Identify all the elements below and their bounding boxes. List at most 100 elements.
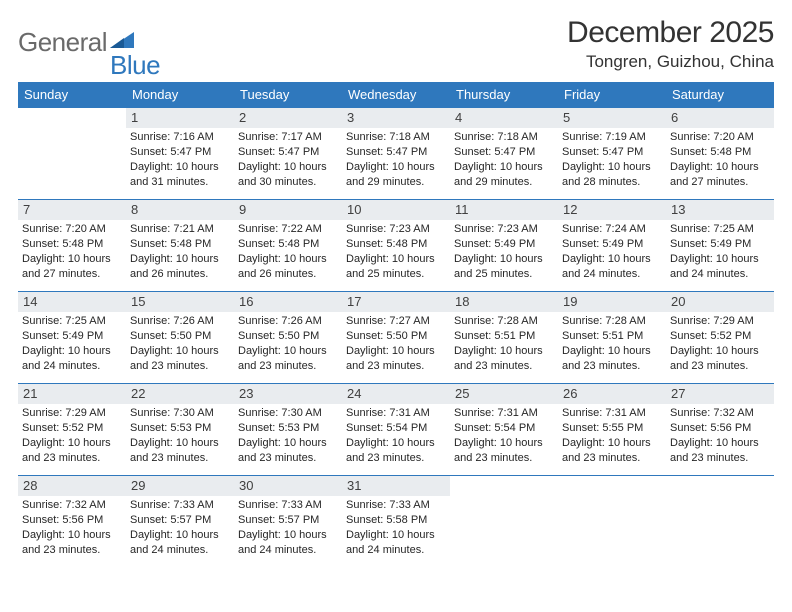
- day-number: 31: [342, 476, 450, 496]
- cell-line: Sunset: 5:56 PM: [670, 421, 770, 436]
- calendar-cell: 17Sunrise: 7:27 AMSunset: 5:50 PMDayligh…: [342, 292, 450, 384]
- cell-line: Sunrise: 7:27 AM: [346, 314, 446, 329]
- calendar-cell: 12Sunrise: 7:24 AMSunset: 5:49 PMDayligh…: [558, 200, 666, 292]
- cell-line: Sunrise: 7:33 AM: [346, 498, 446, 513]
- cell-line: Sunrise: 7:20 AM: [22, 222, 122, 237]
- day-number: 16: [234, 292, 342, 312]
- calendar-cell: 25Sunrise: 7:31 AMSunset: 5:54 PMDayligh…: [450, 384, 558, 476]
- cell-line: Sunset: 5:49 PM: [22, 329, 122, 344]
- cell-line: Sunrise: 7:31 AM: [454, 406, 554, 421]
- calendar-cell: 2Sunrise: 7:17 AMSunset: 5:47 PMDaylight…: [234, 108, 342, 200]
- weekday-row: Sunday Monday Tuesday Wednesday Thursday…: [18, 82, 774, 108]
- cell-body: Sunrise: 7:23 AMSunset: 5:49 PMDaylight:…: [454, 222, 554, 281]
- cell-line: Sunrise: 7:18 AM: [454, 130, 554, 145]
- cell-body: Sunrise: 7:29 AMSunset: 5:52 PMDaylight:…: [22, 406, 122, 465]
- weekday-header: Friday: [558, 82, 666, 108]
- day-number: 15: [126, 292, 234, 312]
- cell-line: Sunrise: 7:22 AM: [238, 222, 338, 237]
- calendar-week-row: 28Sunrise: 7:32 AMSunset: 5:56 PMDayligh…: [18, 476, 774, 568]
- cell-line: Daylight: 10 hours and 23 minutes.: [562, 344, 662, 374]
- calendar-cell: 14Sunrise: 7:25 AMSunset: 5:49 PMDayligh…: [18, 292, 126, 384]
- cell-line: Daylight: 10 hours and 23 minutes.: [346, 344, 446, 374]
- cell-line: Daylight: 10 hours and 23 minutes.: [454, 436, 554, 466]
- cell-line: Sunset: 5:47 PM: [238, 145, 338, 160]
- cell-line: Sunset: 5:48 PM: [346, 237, 446, 252]
- cell-line: Sunrise: 7:28 AM: [562, 314, 662, 329]
- calendar-cell: 6Sunrise: 7:20 AMSunset: 5:48 PMDaylight…: [666, 108, 774, 200]
- cell-line: Sunset: 5:47 PM: [454, 145, 554, 160]
- cell-line: Daylight: 10 hours and 23 minutes.: [22, 436, 122, 466]
- weekday-header: Tuesday: [234, 82, 342, 108]
- cell-line: Daylight: 10 hours and 26 minutes.: [238, 252, 338, 282]
- location-subtitle: Tongren, Guizhou, China: [567, 52, 774, 72]
- cell-line: Sunrise: 7:19 AM: [562, 130, 662, 145]
- cell-body: Sunrise: 7:30 AMSunset: 5:53 PMDaylight:…: [130, 406, 230, 465]
- weekday-header: Thursday: [450, 82, 558, 108]
- cell-line: Sunset: 5:47 PM: [130, 145, 230, 160]
- day-number: 6: [666, 108, 774, 128]
- day-number: 26: [558, 384, 666, 404]
- day-number: 4: [450, 108, 558, 128]
- day-number: 11: [450, 200, 558, 220]
- month-title: December 2025: [567, 16, 774, 50]
- calendar-cell: 26Sunrise: 7:31 AMSunset: 5:55 PMDayligh…: [558, 384, 666, 476]
- cell-line: Daylight: 10 hours and 26 minutes.: [130, 252, 230, 282]
- logo-text-blue: Blue: [110, 50, 160, 81]
- day-number: 29: [126, 476, 234, 496]
- cell-line: Daylight: 10 hours and 23 minutes.: [238, 344, 338, 374]
- calendar-cell: 30Sunrise: 7:33 AMSunset: 5:57 PMDayligh…: [234, 476, 342, 568]
- calendar-week-row: 7Sunrise: 7:20 AMSunset: 5:48 PMDaylight…: [18, 200, 774, 292]
- calendar-cell: 29Sunrise: 7:33 AMSunset: 5:57 PMDayligh…: [126, 476, 234, 568]
- day-number: 13: [666, 200, 774, 220]
- calendar-cell: [18, 108, 126, 200]
- cell-body: Sunrise: 7:32 AMSunset: 5:56 PMDaylight:…: [670, 406, 770, 465]
- cell-line: Sunset: 5:57 PM: [238, 513, 338, 528]
- calendar-cell: 31Sunrise: 7:33 AMSunset: 5:58 PMDayligh…: [342, 476, 450, 568]
- cell-line: Sunset: 5:53 PM: [130, 421, 230, 436]
- day-number: 5: [558, 108, 666, 128]
- cell-body: Sunrise: 7:20 AMSunset: 5:48 PMDaylight:…: [22, 222, 122, 281]
- cell-body: Sunrise: 7:25 AMSunset: 5:49 PMDaylight:…: [670, 222, 770, 281]
- cell-line: Sunrise: 7:29 AM: [670, 314, 770, 329]
- cell-line: Daylight: 10 hours and 29 minutes.: [454, 160, 554, 190]
- day-number: 9: [234, 200, 342, 220]
- day-number: 7: [18, 200, 126, 220]
- day-number: 21: [18, 384, 126, 404]
- cell-line: Sunset: 5:47 PM: [562, 145, 662, 160]
- cell-line: Sunrise: 7:28 AM: [454, 314, 554, 329]
- cell-line: Daylight: 10 hours and 24 minutes.: [346, 528, 446, 558]
- cell-line: Sunrise: 7:23 AM: [346, 222, 446, 237]
- cell-line: Sunrise: 7:21 AM: [130, 222, 230, 237]
- calendar-week-row: 1Sunrise: 7:16 AMSunset: 5:47 PMDaylight…: [18, 108, 774, 200]
- cell-line: Sunset: 5:57 PM: [130, 513, 230, 528]
- cell-line: Daylight: 10 hours and 23 minutes.: [346, 436, 446, 466]
- cell-line: Sunset: 5:51 PM: [454, 329, 554, 344]
- calendar-week-row: 21Sunrise: 7:29 AMSunset: 5:52 PMDayligh…: [18, 384, 774, 476]
- cell-body: Sunrise: 7:31 AMSunset: 5:54 PMDaylight:…: [454, 406, 554, 465]
- cell-line: Sunset: 5:49 PM: [670, 237, 770, 252]
- cell-line: Sunrise: 7:31 AM: [346, 406, 446, 421]
- cell-line: Sunrise: 7:29 AM: [22, 406, 122, 421]
- day-number: 25: [450, 384, 558, 404]
- calendar-cell: 22Sunrise: 7:30 AMSunset: 5:53 PMDayligh…: [126, 384, 234, 476]
- cell-line: Daylight: 10 hours and 23 minutes.: [130, 436, 230, 466]
- day-number: 28: [18, 476, 126, 496]
- cell-line: Daylight: 10 hours and 23 minutes.: [130, 344, 230, 374]
- cell-line: Sunrise: 7:17 AM: [238, 130, 338, 145]
- cell-line: Sunset: 5:55 PM: [562, 421, 662, 436]
- calendar-cell: 3Sunrise: 7:18 AMSunset: 5:47 PMDaylight…: [342, 108, 450, 200]
- calendar-cell: 23Sunrise: 7:30 AMSunset: 5:53 PMDayligh…: [234, 384, 342, 476]
- day-number: 17: [342, 292, 450, 312]
- cell-line: Sunrise: 7:31 AM: [562, 406, 662, 421]
- cell-body: Sunrise: 7:24 AMSunset: 5:49 PMDaylight:…: [562, 222, 662, 281]
- cell-line: Daylight: 10 hours and 23 minutes.: [670, 436, 770, 466]
- day-number: 20: [666, 292, 774, 312]
- cell-line: Sunset: 5:49 PM: [454, 237, 554, 252]
- weekday-header: Sunday: [18, 82, 126, 108]
- cell-line: Sunset: 5:54 PM: [346, 421, 446, 436]
- cell-line: Sunrise: 7:26 AM: [130, 314, 230, 329]
- cell-body: Sunrise: 7:30 AMSunset: 5:53 PMDaylight:…: [238, 406, 338, 465]
- day-number: 14: [18, 292, 126, 312]
- cell-line: Sunset: 5:47 PM: [346, 145, 446, 160]
- cell-line: Sunset: 5:53 PM: [238, 421, 338, 436]
